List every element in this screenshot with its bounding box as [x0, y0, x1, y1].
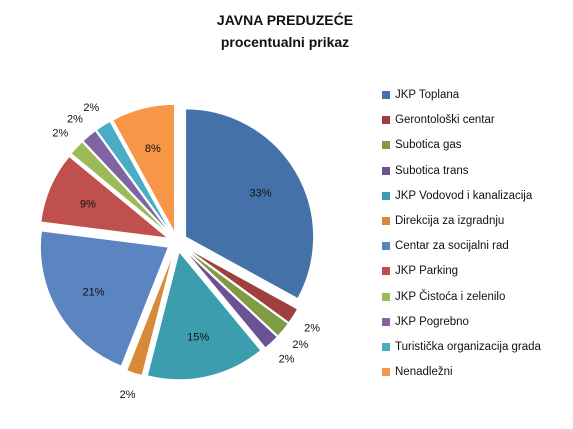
- pie-slice: [185, 108, 315, 300]
- legend-label: Direkcija za izgradnju: [395, 214, 505, 227]
- pie-data-label: 2%: [67, 114, 83, 126]
- pie-data-label: 2%: [304, 323, 320, 335]
- legend-label: JKP Pogrebno: [395, 315, 469, 328]
- legend-label: Turistička organizacija grada: [395, 340, 541, 353]
- legend-item: JKP Toplana: [382, 88, 572, 113]
- pie-slice: [126, 251, 175, 377]
- chart-subtitle: procentualni prikaz: [220, 34, 350, 50]
- pie-data-label: 2%: [83, 102, 99, 114]
- legend-item: JKP Čistoća i zelenilo: [382, 290, 572, 315]
- legend-item: Direkcija za izgradnju: [382, 214, 572, 239]
- legend-swatch: [382, 166, 390, 175]
- pie-data-label: 2%: [292, 339, 308, 351]
- pie-data-label: 2%: [120, 389, 136, 401]
- pie-slice: [146, 250, 262, 381]
- legend-swatch: [382, 342, 390, 351]
- legend-swatch: [382, 116, 390, 125]
- legend-swatch: [382, 242, 390, 251]
- pie-data-label: 8%: [145, 143, 161, 155]
- legend-label: Nenadležni: [395, 366, 453, 379]
- pie-slice: [183, 248, 278, 349]
- legend-item: Turistička organizacija grada: [382, 340, 572, 365]
- chart-title: JAVNA PREDUZEĆE: [216, 12, 354, 28]
- pie-slice: [70, 141, 171, 236]
- legend-label: JKP Toplana: [395, 89, 460, 101]
- pie-data-label: 2%: [52, 127, 68, 139]
- chart-legend: JKP Toplana Gerontološki centar Subotica g…: [382, 88, 572, 390]
- legend-item: Nenadležni: [382, 365, 572, 390]
- legend-item: JKP Vodovod i kanalizacija: [382, 189, 572, 214]
- legend-item: JKP Parking: [382, 264, 572, 289]
- legend-swatch: [382, 368, 390, 377]
- legend-item: Gerontološki centar: [382, 113, 572, 138]
- pie-data-label: 2%: [279, 354, 295, 366]
- legend-label: Gerontološki centar: [395, 114, 495, 127]
- legend-swatch: [382, 216, 390, 225]
- legend-label: JKP Čistoća i zelenilo: [395, 290, 506, 303]
- pie-data-label: 33%: [250, 188, 272, 200]
- pie-slice: [39, 230, 170, 367]
- legend-label: JKP Parking: [395, 265, 459, 278]
- legend-item: JKP Pogrebno: [382, 315, 572, 340]
- legend-item: Subotica gas: [382, 138, 572, 163]
- legend-swatch: [382, 317, 390, 326]
- pie-slice: [95, 120, 173, 234]
- legend-label: Centar za socijalni rad: [395, 240, 509, 253]
- pie-slice: [112, 103, 176, 233]
- legend-swatch: [382, 292, 390, 301]
- pie-slice: [185, 246, 299, 324]
- legend-label: Subotica gas: [395, 139, 462, 152]
- legend-label: Subotica trans: [395, 164, 469, 177]
- legend-swatch: [382, 267, 390, 276]
- legend-swatch: [382, 191, 390, 200]
- pie-slice: [40, 155, 170, 239]
- legend-swatch: [382, 141, 390, 150]
- pie-data-label: 9%: [80, 198, 96, 210]
- legend-swatch: [382, 91, 390, 99]
- legend-item: Centar za socijalni rad: [382, 239, 572, 264]
- pie-slice: [184, 247, 289, 337]
- pie-data-label: 21%: [82, 286, 104, 298]
- legend-item: Subotica trans: [382, 164, 572, 189]
- pie-slice: [82, 130, 172, 235]
- legend-label: JKP Vodovod i kanalizacija: [395, 189, 533, 202]
- pie-data-label: 15%: [187, 332, 209, 344]
